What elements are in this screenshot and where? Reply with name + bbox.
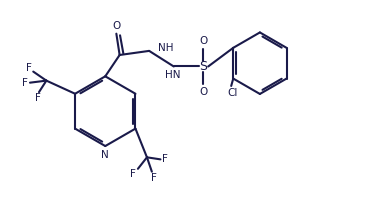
Text: F: F (163, 154, 169, 164)
Text: S: S (199, 60, 207, 73)
Text: F: F (26, 63, 32, 73)
Text: F: F (130, 169, 136, 179)
Text: O: O (199, 87, 207, 97)
Text: HN: HN (165, 70, 181, 80)
Text: Cl: Cl (227, 88, 238, 98)
Text: O: O (112, 21, 120, 31)
Text: N: N (101, 150, 109, 160)
Text: F: F (151, 173, 157, 183)
Text: O: O (199, 36, 207, 46)
Text: F: F (22, 78, 28, 88)
Text: NH: NH (158, 43, 174, 54)
Text: F: F (35, 93, 41, 103)
